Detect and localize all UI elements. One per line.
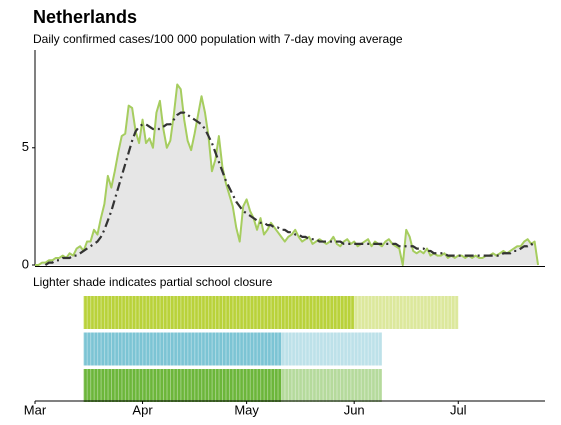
x-tick-label: May <box>234 402 259 417</box>
bar-stripes <box>281 332 382 366</box>
bar-stripes <box>281 369 382 402</box>
bar-stripes <box>83 296 355 329</box>
bar-stripes <box>83 332 282 366</box>
area <box>35 84 539 265</box>
panel-title: Lighter shade indicates partial school c… <box>33 275 273 289</box>
x-tick-label: Apr <box>132 402 153 417</box>
chart-subtitle: Daily confirmed cases/100 000 population… <box>33 32 403 46</box>
x-tick-label: Mar <box>24 402 47 417</box>
moving-average-line <box>44 111 536 266</box>
y-tick-label: 5 <box>22 139 29 154</box>
x-tick-label: Jun <box>344 402 365 417</box>
x-tick-label: Jul <box>450 402 467 417</box>
bar-stripes <box>354 296 459 329</box>
bar-stripes <box>83 369 282 402</box>
chart-title: Netherlands <box>33 7 137 27</box>
daily-line <box>35 83 540 266</box>
y-tick-label: 0 <box>22 256 29 271</box>
